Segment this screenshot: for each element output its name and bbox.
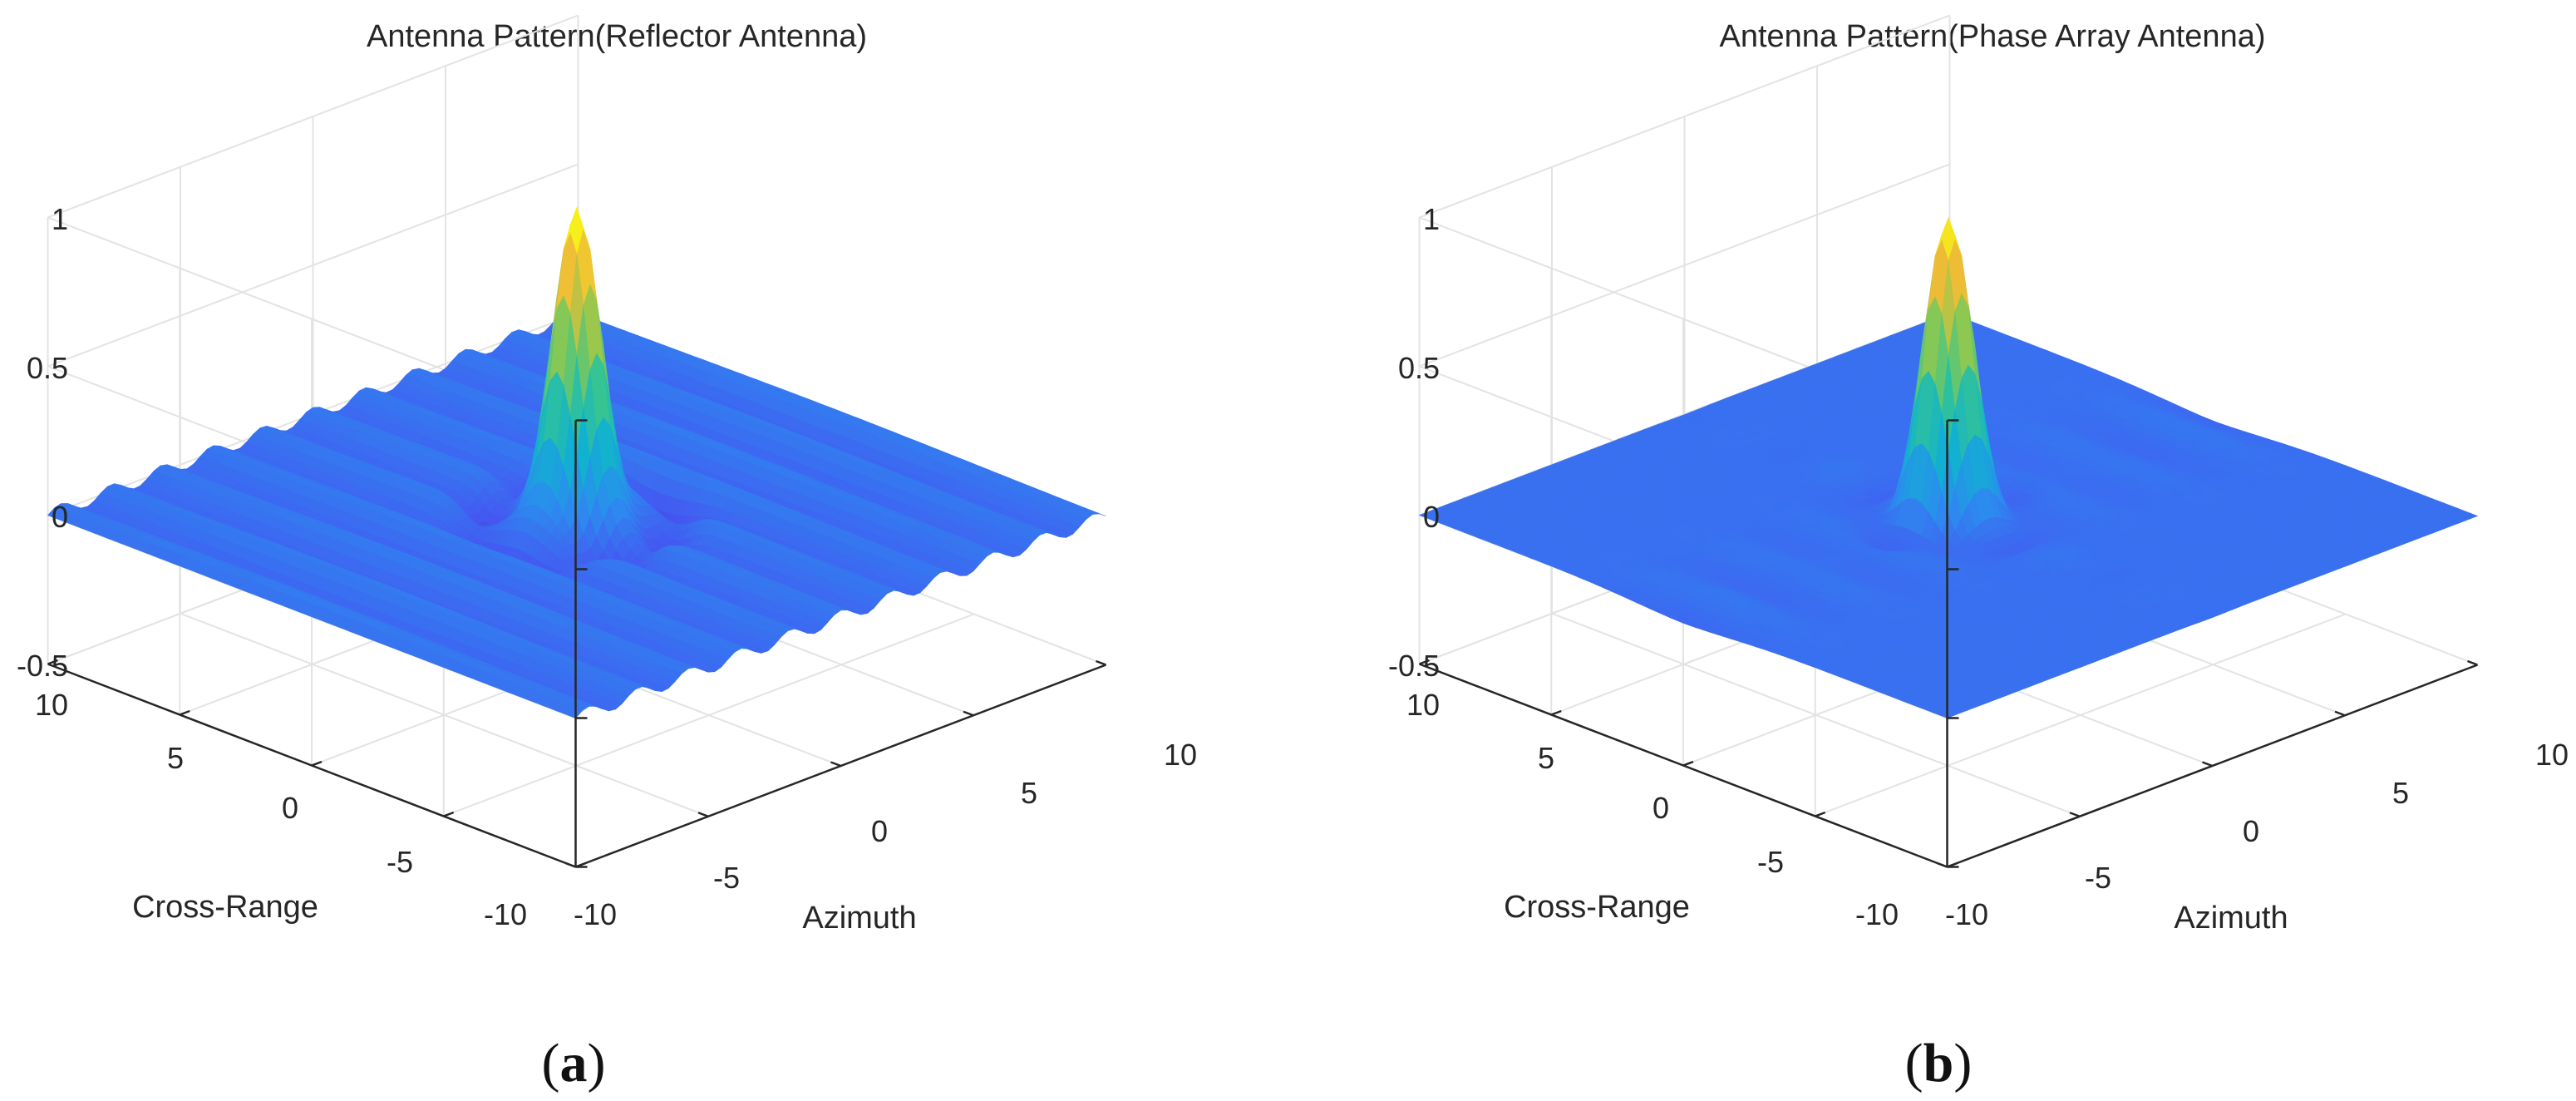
panel-reflector: Antenna Pattern(Reflector Antenna) 1 0.5… [17,14,1197,936]
gridline [443,613,975,817]
gridline [47,14,579,219]
chart-title: Antenna Pattern(Reflector Antenna) [367,19,867,54]
gridline [47,163,579,368]
surface-plot [47,206,1106,718]
